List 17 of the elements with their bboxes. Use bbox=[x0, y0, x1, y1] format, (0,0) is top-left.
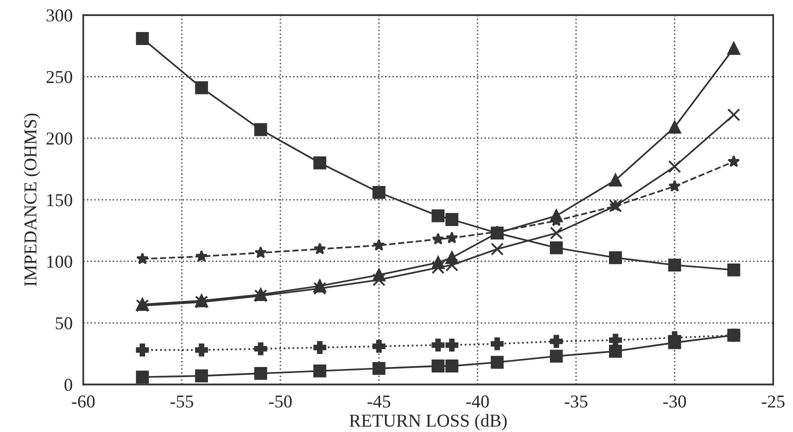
y-tick-label: 150 bbox=[47, 194, 72, 206]
x-axis-title: RETURN LOSS (dB) bbox=[349, 414, 507, 430]
y-tick-label: 100 bbox=[47, 256, 72, 268]
y-tick-label: 0 bbox=[64, 378, 72, 391]
x-tick-label: -55 bbox=[170, 396, 194, 408]
x-tick-label: -40 bbox=[466, 395, 489, 408]
y-tick-label: 200 bbox=[46, 132, 72, 145]
x-tick-label: -50 bbox=[269, 395, 292, 408]
y-tick-label: 50 bbox=[56, 317, 72, 330]
y-tick-label: 250 bbox=[46, 70, 72, 84]
x-tick-label: -60 bbox=[72, 395, 95, 408]
y-tick-label: 300 bbox=[46, 9, 72, 22]
x-tick-label: -25 bbox=[762, 395, 785, 408]
x-tick-label: -35 bbox=[564, 395, 588, 408]
x-tick-label: -45 bbox=[368, 396, 390, 408]
x-tick-label: -30 bbox=[663, 395, 686, 408]
y-axis-title: IMPEDANCE (OHMS) bbox=[24, 114, 40, 286]
